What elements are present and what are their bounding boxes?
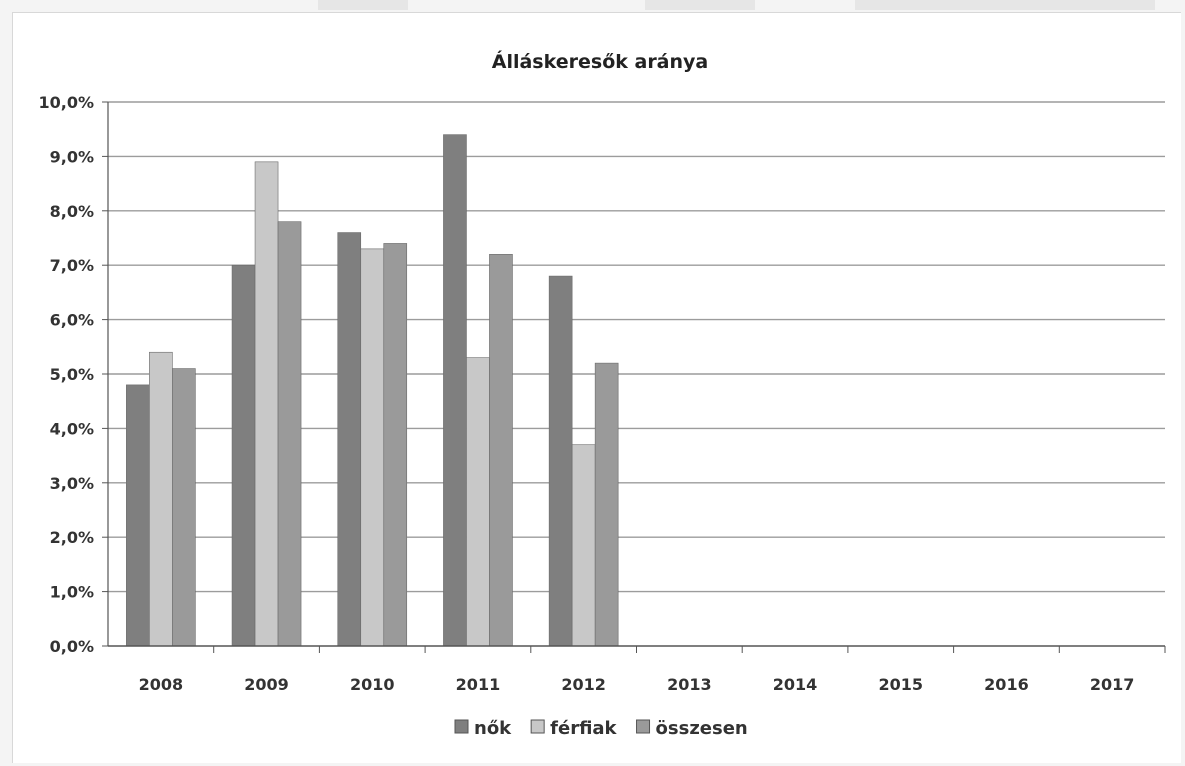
bar xyxy=(548,275,573,647)
background-tab xyxy=(855,0,1155,10)
bar xyxy=(571,444,596,647)
legend-label: összesen xyxy=(656,718,748,739)
y-tick-label: 6,0% xyxy=(50,311,94,330)
y-tick-label: 8,0% xyxy=(50,202,94,221)
x-tick-label: 2017 xyxy=(1090,675,1135,694)
y-tick-label: 9,0% xyxy=(50,147,94,166)
bar xyxy=(466,357,490,647)
background-tab xyxy=(645,0,755,10)
y-tick-label: 4,0% xyxy=(50,419,94,438)
x-tick-label: 2011 xyxy=(456,675,501,694)
x-tick-label: 2015 xyxy=(878,675,923,694)
y-tick-label: 7,0% xyxy=(50,256,94,275)
legend-swatch xyxy=(636,719,651,734)
x-tick-label: 2013 xyxy=(667,675,712,694)
legend-label: nők xyxy=(474,718,512,739)
bar xyxy=(172,368,196,647)
bar xyxy=(277,221,302,647)
bar xyxy=(149,351,173,647)
y-tick-label: 5,0% xyxy=(50,365,94,384)
bar xyxy=(594,362,619,647)
bar xyxy=(126,384,150,647)
bar xyxy=(489,254,513,647)
y-tick-label: 10,0% xyxy=(38,93,94,112)
legend: nők férfiak összesen xyxy=(454,718,748,739)
x-tick-label: 2009 xyxy=(244,675,289,694)
chart-title: Álláskeresők aránya xyxy=(492,50,709,73)
y-tick-label: 0,0% xyxy=(50,637,94,656)
x-tick-label: 2008 xyxy=(139,675,184,694)
background-tab xyxy=(318,0,408,10)
y-axis-ticks: 0,0% 1,0% 2,0% 3,0% 4,0% 5,0% 6,0% 7,0% 8,0% 9,0%… xyxy=(38,93,108,656)
y-tick-label: 1,0% xyxy=(50,583,94,602)
y-tick-label: 3,0% xyxy=(50,474,94,493)
legend-swatch xyxy=(454,719,469,734)
bar xyxy=(443,134,467,647)
legend-label: férfiak xyxy=(550,718,617,739)
bar xyxy=(360,248,385,647)
legend-swatch xyxy=(530,719,545,734)
bar xyxy=(337,232,362,647)
bar xyxy=(383,243,408,647)
x-tick-label: 2012 xyxy=(561,675,606,694)
bar-series xyxy=(126,134,619,647)
x-tick-label: 2010 xyxy=(350,675,395,694)
bar xyxy=(231,264,256,647)
x-axis-ticks: 2008 2009 2010 2011 2012 2013 2014 2015 2016 2017 xyxy=(139,646,1166,694)
x-tick-label: 2014 xyxy=(773,675,818,694)
y-tick-label: 2,0% xyxy=(50,528,94,547)
bar xyxy=(254,161,279,647)
x-tick-label: 2016 xyxy=(984,675,1029,694)
